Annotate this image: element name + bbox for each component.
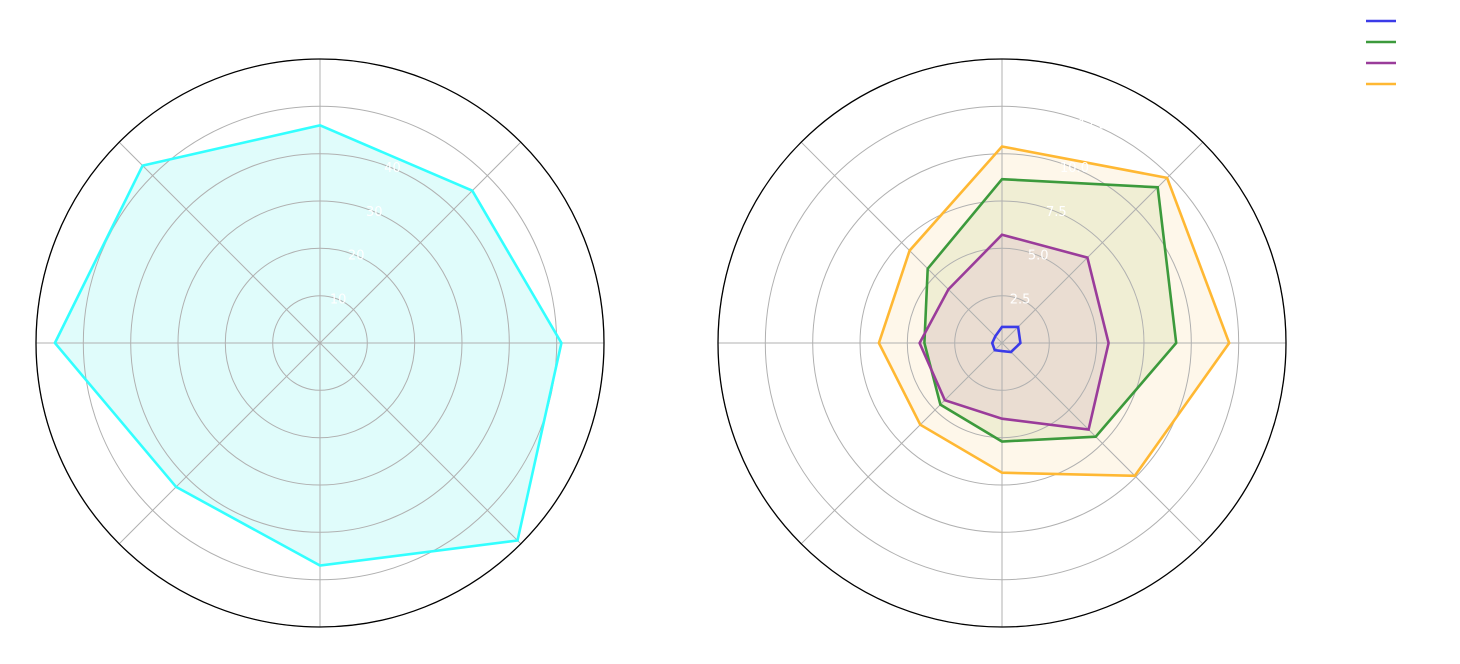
r-tick-label-1: 10: [330, 292, 347, 307]
series-area-1: [54, 125, 562, 566]
spoke-6: [800, 342, 1003, 545]
spoke-8: [800, 141, 1003, 344]
r-tick-label-3: 7.5: [1046, 205, 1067, 220]
outer-frame: [35, 58, 605, 628]
r-tick-label-2: 20: [348, 249, 365, 264]
series-line-2: [923, 177, 1178, 443]
spoke-6: [118, 342, 321, 545]
series-line-3: [918, 233, 1110, 432]
radar-chart-1: 10 20 30 40: [35, 58, 605, 628]
r-tick-label-3: 30: [366, 205, 383, 220]
series-line-1: [990, 325, 1022, 354]
spoke-2: [319, 141, 522, 344]
series-area-4: [878, 146, 1230, 476]
r-tick-label-2: 5.0: [1028, 249, 1049, 264]
spoke-4: [319, 342, 522, 545]
legend: [1366, 19, 1396, 86]
spoke-4: [1001, 342, 1204, 545]
r-tick-label-4: 10.0: [1060, 161, 1089, 176]
spoke-2: [1001, 141, 1204, 344]
r-tick-label-5: 12.5: [1078, 117, 1107, 132]
r-tick-label-4: 40: [384, 161, 401, 176]
series-line-4: [877, 145, 1231, 478]
r-tick-label-1: 2.5: [1010, 292, 1031, 307]
series-line-1: [53, 123, 563, 567]
radar-chart-2: 2.5 5.0 7.5 10.0 12.5: [717, 19, 1396, 628]
spoke-8: [118, 141, 321, 344]
outer-frame: [717, 58, 1287, 628]
